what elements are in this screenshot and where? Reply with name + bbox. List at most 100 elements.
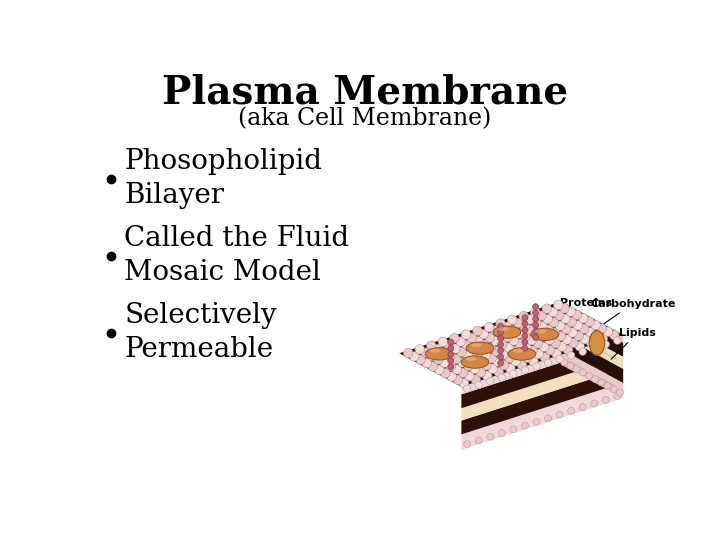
Circle shape (440, 358, 449, 368)
Circle shape (536, 311, 546, 321)
Circle shape (422, 359, 431, 368)
Circle shape (590, 400, 598, 407)
Circle shape (452, 364, 462, 374)
Circle shape (468, 343, 478, 353)
Circle shape (556, 332, 566, 341)
Circle shape (585, 327, 595, 337)
Circle shape (499, 360, 509, 370)
Circle shape (572, 310, 582, 320)
Circle shape (554, 310, 564, 320)
Circle shape (486, 343, 495, 353)
Circle shape (531, 308, 540, 317)
Ellipse shape (531, 328, 559, 341)
Circle shape (434, 365, 444, 375)
Circle shape (451, 344, 460, 354)
Circle shape (586, 338, 596, 347)
Circle shape (508, 326, 518, 335)
Circle shape (498, 374, 505, 381)
Circle shape (513, 319, 523, 328)
Circle shape (521, 342, 531, 352)
Circle shape (482, 361, 491, 370)
Circle shape (464, 361, 473, 370)
Circle shape (533, 418, 540, 426)
Circle shape (475, 381, 482, 389)
Circle shape (598, 379, 605, 386)
Circle shape (532, 328, 541, 338)
Polygon shape (561, 349, 623, 390)
Circle shape (517, 360, 526, 369)
Circle shape (592, 376, 598, 383)
Circle shape (562, 335, 572, 345)
Circle shape (464, 385, 471, 393)
Circle shape (531, 318, 541, 328)
Circle shape (528, 356, 538, 366)
Circle shape (567, 318, 577, 327)
Circle shape (538, 321, 547, 331)
Circle shape (568, 328, 577, 338)
Circle shape (510, 370, 517, 377)
Circle shape (616, 389, 624, 396)
Circle shape (590, 345, 598, 352)
Circle shape (510, 346, 520, 356)
Circle shape (476, 368, 486, 377)
Circle shape (464, 441, 471, 448)
Circle shape (462, 340, 472, 350)
Circle shape (498, 323, 503, 329)
Ellipse shape (461, 356, 489, 368)
Circle shape (463, 350, 472, 360)
Ellipse shape (493, 326, 521, 338)
Circle shape (511, 356, 521, 366)
Circle shape (533, 316, 539, 322)
Circle shape (614, 393, 621, 400)
Circle shape (480, 340, 490, 349)
Circle shape (441, 368, 450, 378)
Circle shape (540, 353, 549, 362)
Circle shape (597, 323, 606, 333)
Circle shape (561, 314, 570, 323)
Polygon shape (561, 301, 623, 342)
Circle shape (421, 348, 431, 357)
Circle shape (521, 422, 528, 429)
Circle shape (515, 329, 524, 338)
Circle shape (475, 357, 485, 367)
Circle shape (456, 337, 465, 346)
Circle shape (487, 364, 498, 374)
Ellipse shape (466, 357, 477, 361)
Circle shape (498, 354, 503, 360)
Circle shape (522, 333, 528, 339)
Circle shape (551, 339, 560, 348)
Circle shape (543, 314, 552, 324)
Circle shape (552, 349, 562, 359)
Circle shape (611, 386, 617, 393)
Circle shape (516, 349, 526, 359)
Circle shape (609, 330, 619, 340)
Circle shape (453, 375, 463, 384)
Circle shape (533, 310, 539, 316)
Circle shape (544, 359, 552, 367)
Circle shape (563, 345, 573, 355)
Ellipse shape (430, 349, 441, 353)
Polygon shape (462, 390, 623, 450)
Circle shape (498, 348, 503, 354)
Circle shape (473, 326, 482, 336)
Circle shape (487, 377, 494, 385)
Circle shape (567, 362, 574, 369)
Circle shape (613, 337, 621, 345)
Circle shape (493, 357, 503, 367)
Polygon shape (561, 329, 623, 369)
Text: Selectively
Permeable: Selectively Permeable (124, 302, 276, 363)
Circle shape (446, 361, 456, 371)
Circle shape (579, 348, 586, 355)
Text: (aka Cell Membrane): (aka Cell Membrane) (238, 107, 492, 130)
Circle shape (448, 352, 454, 357)
Circle shape (522, 346, 528, 352)
Ellipse shape (471, 343, 482, 347)
Polygon shape (462, 342, 623, 408)
Circle shape (439, 348, 449, 357)
Circle shape (573, 321, 582, 330)
Circle shape (403, 348, 413, 358)
Ellipse shape (589, 330, 605, 355)
Circle shape (522, 339, 528, 345)
Circle shape (498, 335, 503, 341)
Circle shape (522, 321, 528, 327)
